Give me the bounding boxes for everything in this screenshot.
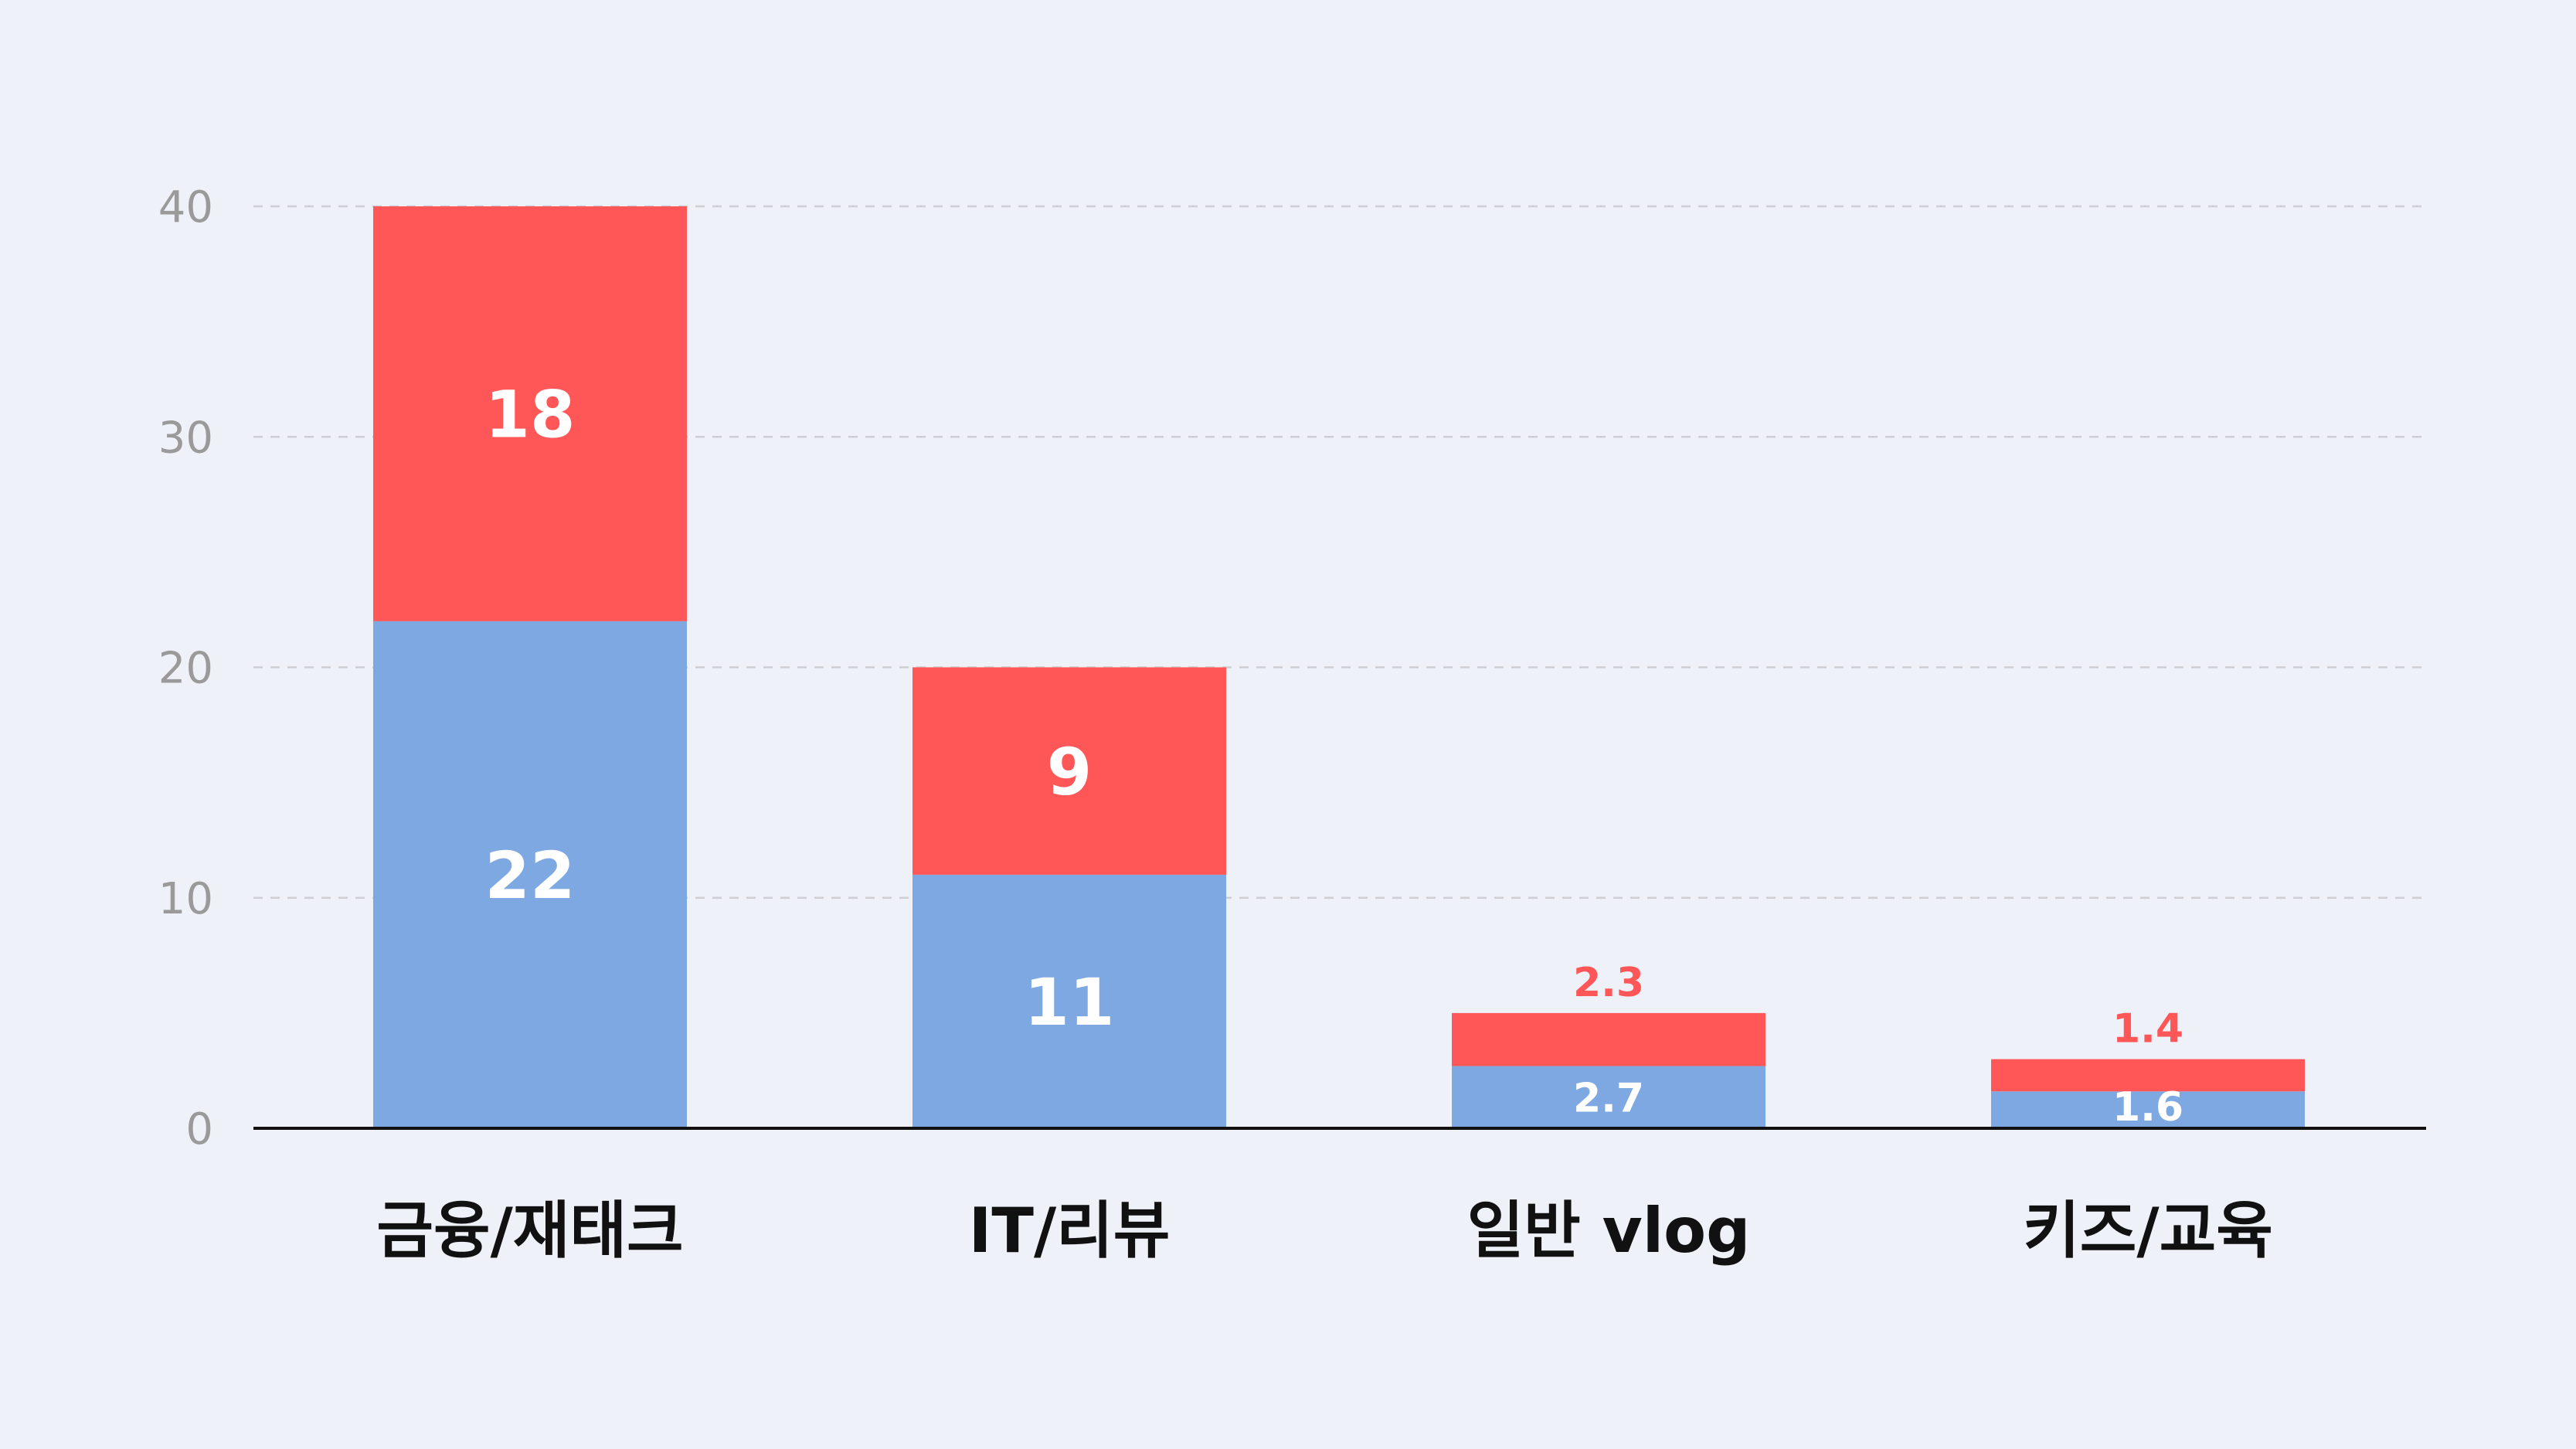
data-label: 9 bbox=[1047, 734, 1092, 810]
bar-segment-red bbox=[1452, 1012, 1765, 1066]
y-tick-label: 10 bbox=[158, 874, 213, 924]
bar-segment-blue bbox=[912, 874, 1226, 1128]
x-category-label: 금융/재태크 bbox=[376, 1195, 683, 1267]
y-tick-label: 20 bbox=[158, 644, 213, 694]
bar-segment-red bbox=[1991, 1059, 2305, 1092]
x-axis-categories: 금융/재태크 IT/리뷰 일반 vlog 키즈/교육 bbox=[376, 1195, 2272, 1267]
data-labels: 22 18 11 9 2.7 2.3 1.6 1.4 bbox=[485, 377, 2184, 1131]
data-label: 1.6 bbox=[2112, 1084, 2183, 1131]
data-label: 18 bbox=[485, 377, 576, 453]
bar-segment-blue bbox=[1452, 1066, 1765, 1128]
bar-segment-red bbox=[373, 206, 687, 621]
data-label: 22 bbox=[485, 838, 576, 913]
bar-segment-blue bbox=[373, 621, 687, 1128]
x-category-label: 키즈/교육 bbox=[2023, 1195, 2273, 1267]
x-category-label: 일반 vlog bbox=[1467, 1195, 1751, 1267]
data-label: 2.3 bbox=[1573, 960, 1644, 1006]
data-label: 1.4 bbox=[2112, 1006, 2183, 1053]
x-category-label: IT/리뷰 bbox=[969, 1195, 1171, 1267]
bar-segment-blue bbox=[1991, 1091, 2305, 1128]
bar-segment-red bbox=[912, 667, 1226, 875]
data-label: 2.7 bbox=[1573, 1075, 1644, 1121]
data-label: 11 bbox=[1025, 964, 1115, 1040]
y-tick-label: 0 bbox=[185, 1104, 213, 1155]
y-tick-label: 30 bbox=[158, 413, 213, 463]
bars bbox=[373, 206, 2305, 1128]
y-tick-label: 40 bbox=[158, 182, 213, 233]
y-axis-ticks: 0 10 20 30 40 bbox=[158, 182, 213, 1155]
